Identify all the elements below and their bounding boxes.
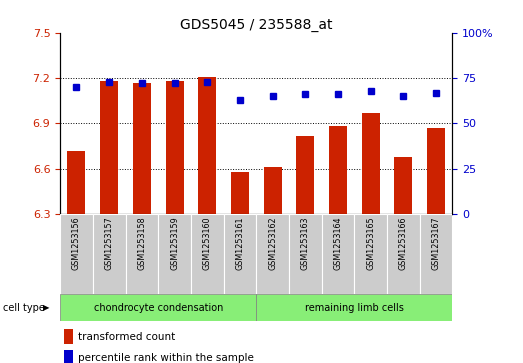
Bar: [198, 77, 216, 214]
Text: remaining limb cells: remaining limb cells: [305, 303, 404, 313]
Text: GSM1253156: GSM1253156: [72, 217, 81, 270]
Bar: [231, 172, 249, 214]
Bar: [256, 294, 452, 321]
Text: GSM1253157: GSM1253157: [105, 217, 113, 270]
Bar: [419, 214, 452, 294]
Bar: [64, 329, 73, 344]
Title: GDS5045 / 235588_at: GDS5045 / 235588_at: [180, 18, 333, 32]
Bar: [264, 167, 281, 214]
Text: chondrocyte condensation: chondrocyte condensation: [94, 303, 223, 313]
Text: ▶: ▶: [43, 303, 49, 312]
Bar: [100, 81, 118, 214]
Bar: [191, 214, 224, 294]
Text: GSM1253165: GSM1253165: [366, 217, 375, 270]
Text: GSM1253164: GSM1253164: [334, 217, 343, 270]
Bar: [60, 214, 93, 294]
Text: GSM1253163: GSM1253163: [301, 217, 310, 270]
Bar: [64, 350, 73, 363]
Text: GSM1253160: GSM1253160: [203, 217, 212, 270]
Bar: [166, 81, 184, 214]
Bar: [394, 157, 412, 214]
Bar: [133, 82, 151, 214]
Text: GSM1253167: GSM1253167: [431, 217, 440, 270]
Bar: [93, 214, 126, 294]
Bar: [126, 214, 158, 294]
Bar: [322, 214, 355, 294]
Text: percentile rank within the sample: percentile rank within the sample: [78, 352, 254, 363]
Bar: [362, 113, 380, 214]
Text: transformed count: transformed count: [78, 332, 175, 342]
Text: GSM1253161: GSM1253161: [235, 217, 244, 270]
Bar: [224, 214, 256, 294]
Bar: [67, 151, 85, 214]
Text: GSM1253166: GSM1253166: [399, 217, 408, 270]
Text: GSM1253158: GSM1253158: [138, 217, 146, 270]
Text: GSM1253162: GSM1253162: [268, 217, 277, 270]
Bar: [297, 135, 314, 214]
Bar: [387, 214, 419, 294]
Bar: [329, 126, 347, 214]
Bar: [60, 294, 256, 321]
Bar: [289, 214, 322, 294]
Bar: [158, 214, 191, 294]
Bar: [427, 128, 445, 214]
Text: GSM1253159: GSM1253159: [170, 217, 179, 270]
Bar: [355, 214, 387, 294]
Bar: [256, 214, 289, 294]
Text: cell type: cell type: [3, 303, 44, 313]
